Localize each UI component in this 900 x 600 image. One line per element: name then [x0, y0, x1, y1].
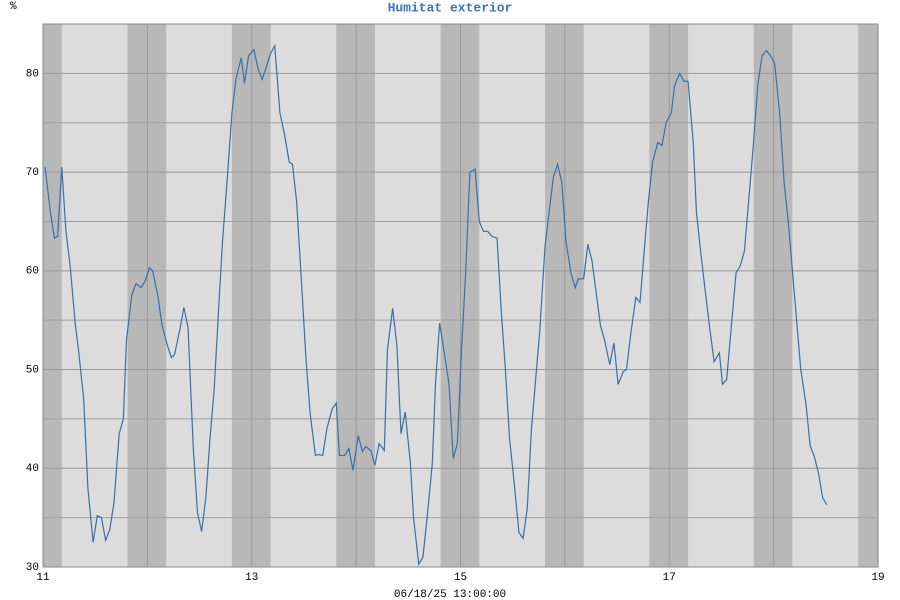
y-tick-label: 30: [26, 562, 39, 574]
x-tick-label: 19: [871, 572, 884, 584]
x-tick-label: 17: [663, 572, 676, 584]
y-axis-label: %: [10, 1, 17, 13]
x-tick-label: 11: [36, 572, 50, 584]
night-band: [858, 24, 878, 567]
y-tick-label: 50: [26, 364, 39, 376]
x-tick-label: 15: [454, 572, 467, 584]
x-tick-label: 13: [245, 572, 258, 584]
night-band: [43, 24, 62, 567]
y-tick-label: 70: [26, 167, 39, 179]
y-tick-label: 80: [26, 68, 39, 80]
night-band: [545, 24, 584, 567]
x-axis-label: 06/18/25 13:00:00: [394, 589, 506, 600]
chart-title: Humitat exterior: [388, 0, 513, 15]
night-band: [127, 24, 167, 567]
data-line: [44, 43, 828, 566]
night-band: [440, 24, 480, 567]
y-tick-label: 60: [26, 266, 39, 278]
y-tick-label: 40: [26, 463, 39, 475]
plot-border: [42, 23, 879, 568]
night-band: [336, 24, 375, 567]
night-band: [231, 24, 271, 567]
night-band: [753, 24, 793, 567]
night-band: [649, 24, 689, 567]
